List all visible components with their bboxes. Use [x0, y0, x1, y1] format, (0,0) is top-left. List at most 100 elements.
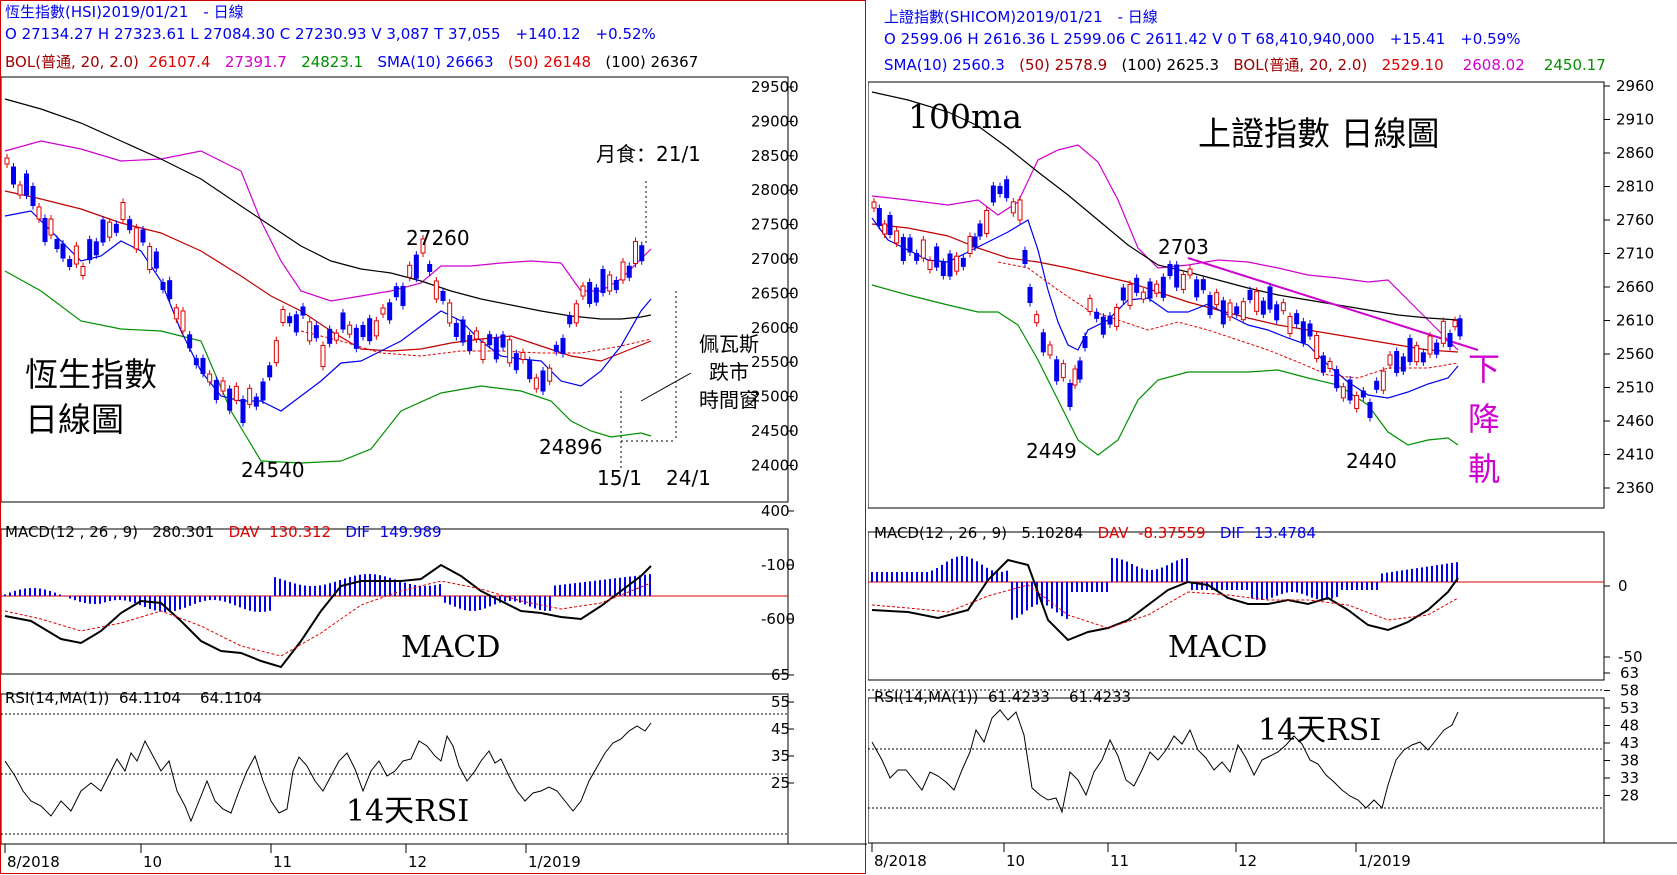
candle-body: [280, 309, 286, 323]
candle-body: [120, 202, 126, 220]
hsi-price-tick: 24000: [751, 456, 799, 474]
candle-body: [1407, 338, 1413, 362]
candle-body: [253, 396, 259, 407]
candle-body: [300, 306, 306, 316]
candle-body: [613, 280, 619, 290]
candle-body: [453, 323, 459, 337]
shicom-price-tick: 2960: [1616, 77, 1654, 95]
hsi-anno-pivot2: 跌市: [709, 360, 749, 384]
candle-body: [1127, 284, 1133, 306]
candle-body: [1034, 314, 1040, 324]
candle-body: [30, 186, 36, 206]
candle-body: [560, 338, 566, 354]
candle-body: [1420, 352, 1426, 363]
candle-body: [1327, 361, 1333, 369]
candle-body: [327, 328, 333, 344]
shicom-macd-legend: MACD(12 , 26 , 9) 5.10284 DAV -8.37559 D…: [874, 524, 1317, 542]
candle-body: [36, 206, 42, 220]
candle-body: [1017, 199, 1023, 221]
hsi-price-tick: 25500: [751, 353, 799, 371]
candle-body: [1427, 335, 1433, 355]
candle-body: [1114, 307, 1120, 327]
candle-body: [934, 246, 940, 268]
candle-body: [4, 157, 10, 165]
candle-body: [1107, 315, 1113, 325]
candle-body: [167, 280, 173, 300]
candle-body: [1174, 264, 1180, 288]
candle-body: [487, 334, 493, 346]
candle-body: [493, 337, 499, 360]
candle-body: [914, 253, 920, 261]
candle-body: [233, 385, 239, 401]
candle-body: [240, 399, 246, 423]
hsi-anno-24896: 24896: [539, 435, 603, 459]
candle-body: [990, 185, 996, 203]
candle-body: [140, 229, 146, 243]
candle-body: [1180, 274, 1186, 290]
candle-body: [567, 315, 573, 325]
hsi-chart-panel: 恆生指數(HSI)2019/01/21 - 日線 O 27134.27 H 27…: [0, 0, 867, 874]
candle-body: [600, 269, 606, 293]
candle-body: [1400, 356, 1406, 372]
candle-body: [1447, 333, 1453, 347]
candle-body: [1120, 287, 1126, 301]
candle-body: [127, 219, 133, 231]
shicom-anno-down3: 軌: [1468, 450, 1500, 488]
candle-body: [247, 387, 253, 405]
candle-body: [24, 173, 29, 196]
candle-body: [547, 367, 553, 382]
hsi-price-tick: 26500: [751, 284, 799, 302]
hsi-price-tick: 24500: [751, 422, 799, 440]
candle-body: [447, 302, 453, 324]
shicom-anno-down1: 下: [1468, 350, 1500, 388]
candle-body: [1022, 250, 1028, 264]
candle-body: [1260, 300, 1266, 315]
hsi-rsi-legend: RSI(14,MA(1)) 64.1104 64.1104: [5, 689, 263, 707]
shicom-price-tick: 2610: [1616, 312, 1654, 330]
candle-body: [1207, 295, 1213, 315]
hsi-macd-line: [4, 563, 652, 669]
candle-body: [1314, 335, 1320, 359]
shicom-date-label: 1/2019: [1358, 852, 1411, 870]
candle-body: [460, 319, 466, 343]
candle-body: [260, 381, 266, 401]
candle-body: [887, 215, 893, 235]
hsi-sma50-dash: [300, 330, 652, 357]
shicom-date-label: 12: [1238, 852, 1257, 870]
shicom-anno-2449: 2449: [1026, 439, 1077, 463]
shicom-title: 上證指數(SHICOM)2019/01/21 - 日線: [884, 8, 1158, 26]
candle-body: [1094, 311, 1100, 319]
shicom-rsi-tick: 63: [1620, 664, 1639, 682]
candle-body: [347, 324, 353, 335]
candle-body: [273, 340, 279, 364]
candle-body: [427, 264, 433, 272]
hsi-rsi-tick: 55: [771, 693, 790, 711]
hsi-ma100: [4, 98, 652, 320]
candle-body: [1340, 386, 1346, 399]
shicom-anno-2703: 2703: [1158, 235, 1209, 259]
candle-body: [42, 218, 48, 242]
shicom-anno-rsi: 14天RSI: [1258, 713, 1381, 748]
hsi-price-tick: 29500: [751, 78, 799, 96]
candle-body: [133, 227, 139, 250]
hsi-anno-rsi: 14天RSI: [346, 794, 469, 829]
shicom-rsi-tick: 48: [1620, 717, 1639, 735]
candle-body: [107, 221, 113, 238]
candle-body: [1267, 286, 1273, 310]
candle-body: [227, 388, 233, 411]
candle-body: [1167, 264, 1173, 276]
candle-body: [440, 291, 446, 301]
hsi-macd-tick: 400: [761, 502, 790, 520]
candle-body: [1060, 363, 1066, 379]
candle-body: [607, 274, 613, 292]
shicom-price-tick: 2810: [1616, 178, 1654, 196]
candle-body: [1160, 276, 1166, 298]
shicom-ma50-dash: [997, 261, 1459, 379]
candle-body: [907, 237, 913, 253]
shicom-rsi-tick: 38: [1620, 752, 1639, 770]
candle-body: [1147, 281, 1153, 299]
shicom-anno-2440: 2440: [1346, 449, 1397, 473]
candle-body: [320, 345, 326, 367]
hsi-price-tick: 28500: [751, 147, 799, 165]
shicom-macd-tick: 0: [1618, 577, 1628, 595]
